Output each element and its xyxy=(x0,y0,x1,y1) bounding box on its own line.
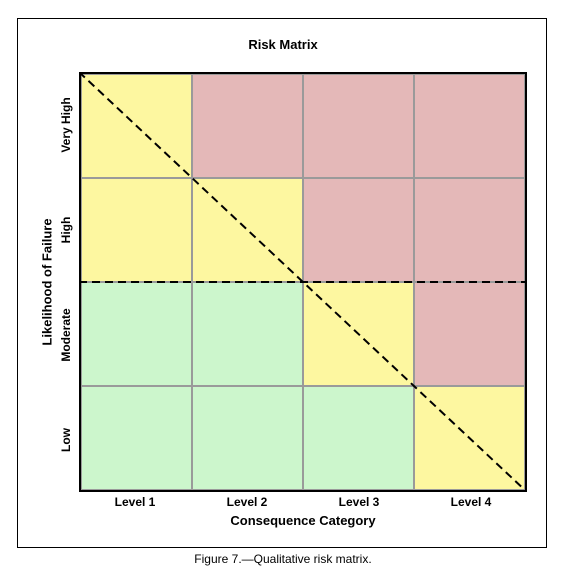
risk-matrix-grid xyxy=(79,72,527,492)
matrix-cell-red xyxy=(414,178,525,282)
matrix-cell-green xyxy=(81,282,192,386)
matrix-cell-red xyxy=(303,74,414,178)
matrix-cell-red xyxy=(192,74,303,178)
matrix-title: Risk Matrix xyxy=(248,37,318,52)
x-level-3: Level 3 xyxy=(338,495,380,509)
matrix-cell-green xyxy=(81,386,192,490)
matrix-cell-green xyxy=(192,386,303,490)
y-level-high: High xyxy=(59,216,73,244)
matrix-cell-yellow xyxy=(192,178,303,282)
matrix-cell-yellow xyxy=(81,74,192,178)
matrix-cell-red xyxy=(414,74,525,178)
matrix-cell-red xyxy=(414,282,525,386)
x-level-4: Level 4 xyxy=(450,495,492,509)
figure-caption: Figure 7.—Qualitative risk matrix. xyxy=(194,552,372,566)
matrix-cell-red xyxy=(303,178,414,282)
matrix-cell-yellow xyxy=(414,386,525,490)
y-axis-title: Likelihood of Failure xyxy=(39,218,55,346)
x-level-2: Level 2 xyxy=(226,495,268,509)
y-level-moderate: Moderate xyxy=(59,308,73,362)
x-level-1: Level 1 xyxy=(114,495,156,509)
x-axis-title: Consequence Category xyxy=(230,513,376,528)
y-level-low: Low xyxy=(59,428,73,452)
matrix-cell-yellow xyxy=(81,178,192,282)
y-level-very-high: Very High xyxy=(59,97,73,153)
figure-frame xyxy=(17,18,547,548)
matrix-cell-green xyxy=(192,282,303,386)
matrix-cell-yellow xyxy=(303,282,414,386)
matrix-cell-green xyxy=(303,386,414,490)
